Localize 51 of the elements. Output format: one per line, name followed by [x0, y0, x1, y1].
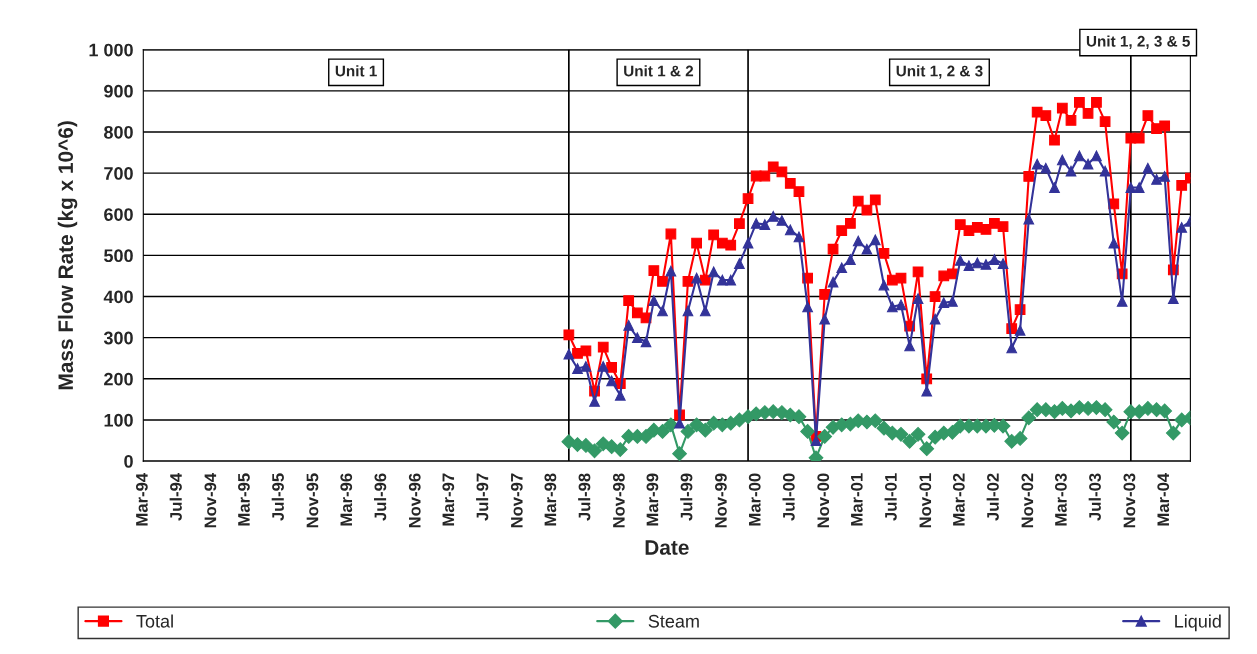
- y-tick-label: 300: [103, 331, 133, 345]
- x-tick-label: Mar-96: [340, 473, 353, 526]
- x-tick-label: Mar-01: [850, 473, 863, 526]
- x-tick-label: Jul-99: [680, 473, 693, 521]
- x-tick-label: Nov-01: [919, 473, 932, 528]
- y-tick-label: 200: [104, 372, 133, 386]
- x-tick-label: Nov-00: [817, 473, 830, 528]
- x-tick-label: Mar-02: [952, 473, 965, 526]
- x-tick-label: Mar-99: [646, 473, 659, 526]
- legend-label: Total: [136, 614, 173, 628]
- x-tick-label: Jul-00: [782, 473, 795, 521]
- x-tick-label: Jul-03: [1088, 473, 1101, 521]
- y-tick-label: 800: [104, 125, 133, 139]
- annotation: Unit 1, 2 & 3: [896, 65, 983, 79]
- x-tick-label: Nov-95: [306, 473, 319, 528]
- x-tick-label: Mar-03: [1055, 473, 1067, 526]
- y-tick-label: 100: [104, 413, 133, 427]
- x-tick-label: Mar-98: [544, 473, 557, 526]
- x-tick-label: Jul-98: [578, 473, 591, 521]
- legend-label: Liquid: [1175, 614, 1221, 632]
- x-tick-label: Mar-95: [238, 473, 250, 526]
- y-tick-label: 900: [104, 84, 133, 98]
- y-tick-label: 600: [104, 208, 133, 221]
- x-tick-label: Nov-94: [204, 472, 217, 528]
- x-tick-label: Nov-02: [1021, 473, 1034, 528]
- x-tick-label: Mar-04: [1157, 472, 1170, 526]
- x-axis-title: Date: [645, 540, 689, 555]
- x-tick-label: Nov-98: [612, 473, 625, 528]
- y-tick-label: 0: [124, 455, 133, 468]
- y-tick-label: 1 000: [89, 43, 133, 57]
- x-tick-label: Jul-96: [374, 473, 387, 521]
- x-tick-label: Jul-95: [271, 473, 284, 521]
- y-tick-label: 700: [104, 167, 133, 180]
- x-tick-label: Nov-97: [510, 473, 523, 528]
- x-tick-label: Nov-96: [408, 473, 421, 528]
- x-tick-label: Jul-94: [169, 472, 182, 521]
- x-tick-label: Jul-02: [986, 473, 999, 521]
- x-tick-label: Mar-00: [748, 473, 761, 526]
- legend-label: Steam: [648, 614, 699, 628]
- text: Unit 1, 2, 3 & 5: [1086, 35, 1190, 49]
- x-tick-label: Nov-99: [715, 473, 727, 528]
- y-axis-title: Mass Flow Rate (kg x 10^6): [57, 121, 78, 390]
- x-tick-label: Nov-03: [1123, 473, 1136, 528]
- x-tick-label: Jul-97: [476, 473, 489, 521]
- x-tick-label: Jul-01: [884, 473, 897, 521]
- x-tick-label: Mar-94: [135, 472, 148, 526]
- y-tick-label: 500: [104, 249, 133, 263]
- y-tick-label: 400: [103, 290, 133, 304]
- annotation: Unit 1: [335, 65, 377, 77]
- annotation: Unit 1 & 2: [624, 65, 694, 77]
- x-tick-label: Mar-97: [442, 473, 455, 526]
